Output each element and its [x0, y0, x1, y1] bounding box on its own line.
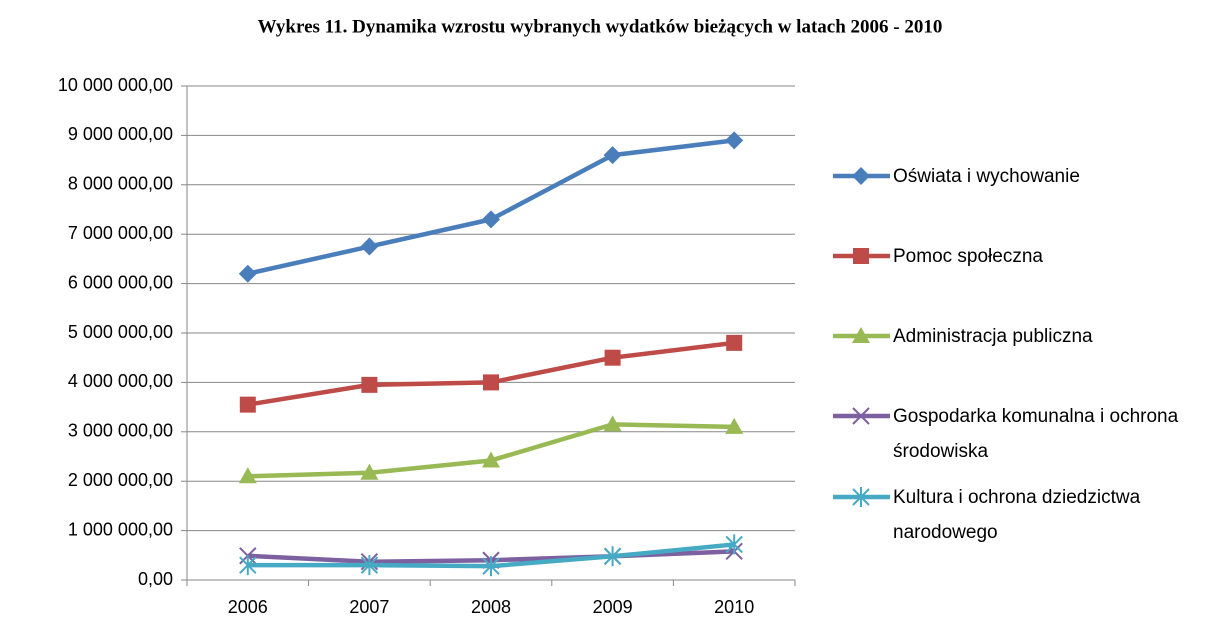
series-line — [247, 340, 735, 407]
data-point — [726, 334, 743, 351]
y-tick-label: 0,00 — [138, 569, 173, 589]
y-tick-label: 7 000 000,00 — [68, 223, 173, 243]
data-point — [238, 264, 257, 283]
data-point — [725, 534, 743, 555]
data-point — [483, 374, 499, 391]
legend-marker — [852, 407, 870, 425]
data-point — [603, 415, 622, 432]
legend-label: Oświata i wychowanie — [893, 165, 1080, 187]
y-tick-label: 1 000 000,00 — [68, 519, 173, 539]
y-tick-label: 8 000 000,00 — [68, 174, 173, 194]
y-tick-label: 2 000 000,00 — [68, 470, 173, 490]
data-point — [239, 555, 257, 576]
legend-marker — [853, 248, 869, 264]
y-tick-label: 6 000 000,00 — [68, 272, 173, 292]
legend-marker — [852, 327, 870, 343]
data-point — [360, 555, 379, 576]
data-point — [604, 349, 621, 366]
data-point — [482, 210, 500, 229]
legend-label: Administracja publiczna — [893, 325, 1093, 347]
data-point — [482, 451, 500, 468]
y-tick-label: 10 000 000,00 — [58, 75, 173, 95]
legend-label: Pomoc społeczna — [893, 245, 1043, 267]
x-tick-label: 2008 — [471, 597, 511, 617]
data-point — [725, 131, 744, 150]
data-point — [238, 467, 257, 484]
legend-marker — [852, 167, 870, 185]
legend-marker — [852, 487, 870, 507]
y-tick-label: 5 000 000,00 — [68, 322, 173, 342]
x-tick-label: 2006 — [228, 597, 268, 617]
x-tick-label: 2010 — [714, 597, 754, 617]
data-point — [482, 556, 500, 577]
data-point — [603, 146, 622, 165]
y-tick-label: 4 000 000,00 — [68, 371, 173, 391]
data-point — [725, 417, 744, 434]
legend-label: Gospodarka komunalna i ochrona środowisk… — [893, 405, 1179, 462]
x-tick-label: 2007 — [349, 597, 389, 617]
y-tick-label: 3 000 000,00 — [68, 421, 173, 441]
data-point — [360, 463, 379, 480]
x-tick-label: 2009 — [593, 597, 633, 617]
data-point — [239, 396, 256, 413]
chart-title: Wykres 11. Dynamika wzrostu wybranych wy… — [258, 16, 943, 37]
data-point — [360, 237, 379, 256]
y-tick-label: 9 000 000,00 — [68, 124, 173, 144]
data-point — [361, 376, 378, 393]
data-point — [603, 546, 622, 567]
legend-label: Kultura i ochrona dziedzictwa narodowego — [893, 486, 1141, 543]
series-line — [247, 138, 735, 276]
